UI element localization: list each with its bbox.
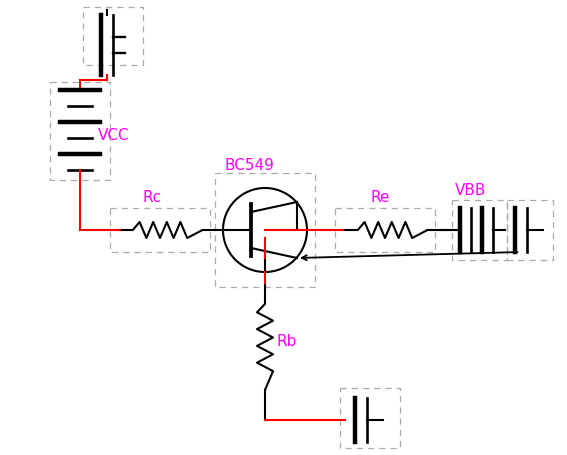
Bar bbox=[335, 208, 435, 252]
Text: BC549: BC549 bbox=[225, 158, 275, 173]
Bar bbox=[452, 200, 507, 260]
Bar bbox=[110, 208, 210, 252]
Text: VBB: VBB bbox=[455, 183, 486, 198]
Bar bbox=[340, 388, 400, 448]
Bar bbox=[215, 173, 315, 287]
Text: Rc: Rc bbox=[142, 190, 161, 205]
Text: Rb: Rb bbox=[277, 334, 297, 349]
Bar bbox=[507, 200, 553, 260]
Text: VCC: VCC bbox=[98, 127, 130, 142]
Text: Re: Re bbox=[370, 190, 390, 205]
Bar bbox=[50, 82, 110, 180]
Bar bbox=[83, 7, 143, 65]
